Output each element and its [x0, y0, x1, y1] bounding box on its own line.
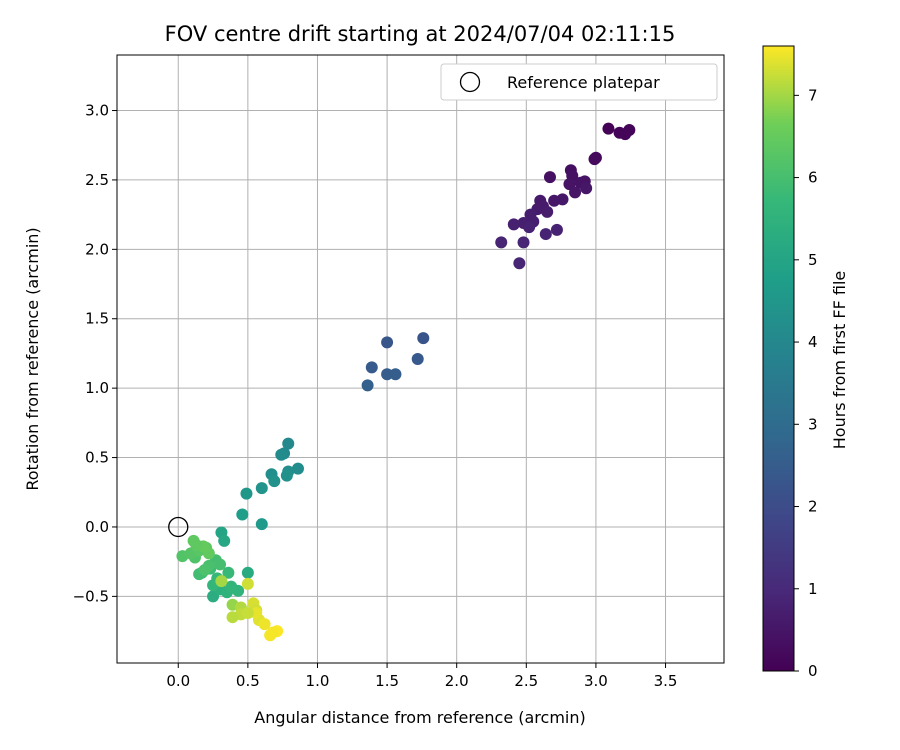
data-point — [236, 508, 249, 521]
y-tick-label: 0.5 — [85, 449, 109, 467]
data-point — [226, 611, 239, 624]
data-point — [495, 236, 508, 249]
data-point — [539, 228, 552, 241]
data-point — [241, 577, 254, 590]
colorbar-tick-label: 7 — [808, 86, 818, 104]
y-tick-label: 0.0 — [85, 518, 109, 536]
data-points — [176, 122, 636, 642]
y-tick-label: 2.5 — [85, 171, 109, 189]
data-point — [241, 566, 254, 579]
data-point — [198, 563, 211, 576]
x-tick-label: 0.0 — [166, 672, 190, 690]
colorbar-tick-label: 0 — [808, 662, 818, 680]
colorbar: 0 1 2 3 4 5 6 7 Hours from first FF file — [762, 45, 849, 680]
data-point — [381, 368, 394, 381]
y-axis-label: Rotation from reference (arcmin) — [23, 227, 42, 490]
grid-lines — [117, 55, 724, 663]
data-point — [275, 448, 288, 461]
data-point — [255, 518, 268, 531]
x-tick-label: 1.0 — [306, 672, 330, 690]
x-tick-label: 2.5 — [514, 672, 538, 690]
y-tick-label: 1.5 — [85, 310, 109, 328]
data-point — [291, 462, 304, 475]
data-point — [282, 437, 295, 450]
data-point — [517, 236, 530, 249]
colorbar-tick-label: 3 — [808, 415, 818, 433]
data-point — [580, 182, 593, 195]
data-point — [411, 353, 424, 365]
colorbar-tick-label: 2 — [808, 498, 818, 516]
x-axis-ticks: 0.0 0.5 1.0 1.5 2.0 2.5 3.0 3.5 — [166, 663, 677, 690]
data-point — [241, 607, 254, 620]
colorbar-ticks: 0 1 2 3 4 5 6 7 — [794, 86, 818, 680]
colorbar-tick-label: 4 — [808, 333, 818, 351]
y-axis-ticks: −0.5 0.0 0.5 1.0 1.5 2.0 2.5 3.0 — [73, 102, 117, 605]
data-point — [548, 194, 561, 207]
data-point — [417, 332, 430, 345]
data-point — [258, 618, 271, 631]
data-point — [389, 368, 402, 381]
data-point — [523, 221, 536, 234]
data-point — [240, 487, 253, 500]
data-point — [513, 257, 526, 270]
data-point — [381, 336, 394, 349]
data-point — [222, 566, 235, 579]
data-point — [361, 379, 374, 392]
data-point — [541, 205, 554, 218]
data-point — [268, 475, 281, 488]
data-point — [215, 575, 228, 588]
chart-title: FOV centre drift starting at 2024/07/04 … — [165, 22, 676, 46]
x-tick-label: 1.5 — [375, 672, 399, 690]
y-tick-label: 2.0 — [85, 240, 109, 258]
x-tick-label: 0.5 — [236, 672, 260, 690]
legend: Reference platepar — [440, 63, 718, 101]
data-point — [365, 361, 378, 374]
data-point — [619, 128, 632, 141]
data-point — [588, 153, 601, 166]
x-tick-label: 3.5 — [654, 672, 678, 690]
x-tick-label: 2.0 — [445, 672, 469, 690]
data-point — [218, 534, 231, 547]
data-point — [250, 607, 263, 620]
x-tick-label: 3.0 — [584, 672, 608, 690]
y-tick-label: 1.0 — [85, 379, 109, 397]
colorbar-tick-label: 5 — [808, 251, 818, 269]
colorbar-label: Hours from first FF file — [830, 271, 849, 450]
data-point — [190, 539, 203, 552]
data-point — [266, 626, 279, 639]
colorbar-gradient — [762, 45, 795, 672]
x-axis-label: Angular distance from reference (arcmin) — [254, 708, 585, 727]
data-point — [280, 469, 293, 482]
legend-box — [440, 63, 718, 101]
plot-frame — [116, 54, 725, 664]
colorbar-tick-label: 1 — [808, 580, 818, 598]
y-tick-label: −0.5 — [73, 587, 109, 605]
y-tick-label: 3.0 — [85, 102, 109, 120]
data-point — [602, 122, 615, 135]
data-point — [569, 186, 582, 199]
data-point — [225, 580, 238, 593]
legend-label: Reference platepar — [507, 73, 660, 92]
data-point — [550, 223, 563, 236]
data-point — [214, 558, 227, 571]
colorbar-tick-label: 6 — [808, 169, 818, 187]
data-point — [255, 482, 268, 495]
data-point — [507, 218, 520, 231]
reference-marker — [168, 516, 189, 538]
reference-platepar-marker — [168, 516, 189, 538]
legend-marker-icon — [459, 71, 481, 93]
data-point — [543, 171, 556, 184]
